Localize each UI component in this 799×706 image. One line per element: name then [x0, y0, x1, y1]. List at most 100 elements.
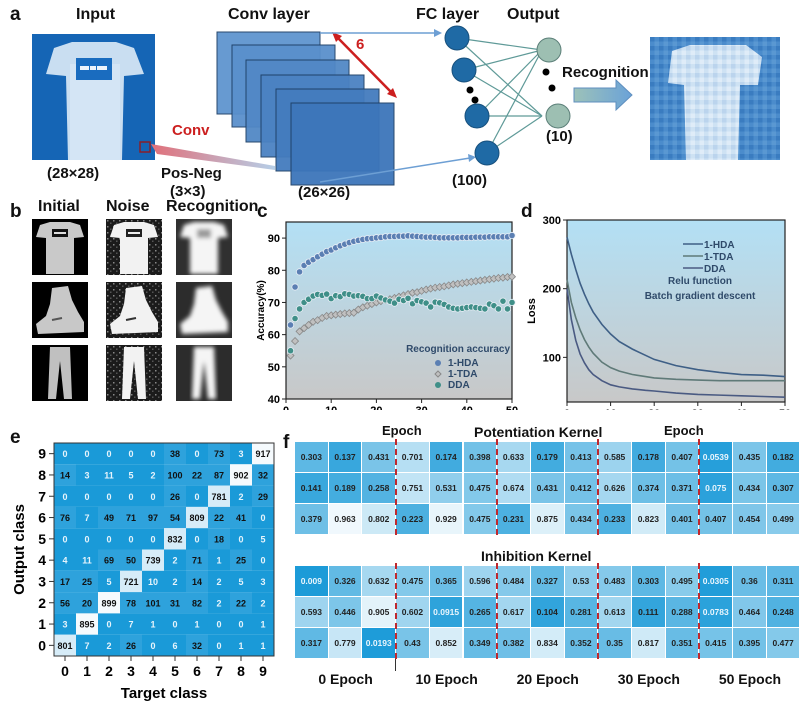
- fc-node: [464, 103, 490, 129]
- matrix-value: 0: [84, 534, 89, 544]
- recognition-tshirt-image: [176, 219, 232, 275]
- kernel-cell: 0.231: [497, 504, 531, 535]
- epoch-label: 10 Epoch: [415, 671, 478, 687]
- kernel-cell: 0.596: [463, 566, 498, 597]
- matrix-value: 71: [126, 513, 136, 523]
- matrix-cell: [230, 485, 252, 507]
- panel-b-label: b: [10, 201, 22, 222]
- loss-chart: 100 200 300 0 10 20 30 40 50 Loss 1-HDA1-TDADDARel…: [526, 215, 791, 410]
- matrix-cell: [120, 485, 142, 507]
- kernel-cell: 0.477: [766, 628, 799, 659]
- matrix-value: 10: [148, 577, 158, 587]
- kernel-cell: 0.817: [632, 628, 666, 659]
- matrix-cell: [120, 528, 142, 550]
- data-point-DDA: [422, 299, 430, 307]
- matrix-value: 5: [128, 470, 133, 480]
- kernel-cell: 0.258: [362, 473, 397, 504]
- kernel-cell: 0.852: [429, 628, 464, 659]
- x-tick-label: 3: [127, 663, 135, 679]
- matrix-cell: [54, 549, 76, 571]
- matrix-value: 4: [62, 556, 67, 566]
- matrix-value: 69: [104, 556, 114, 566]
- matrix-value: 32: [192, 641, 202, 651]
- x-tick-label: 20: [648, 408, 660, 410]
- x-tick-label: 40: [461, 405, 473, 410]
- matrix-cell: [76, 506, 98, 529]
- kernel-cell: 0.431: [530, 473, 565, 504]
- matrix-value: 1: [260, 620, 265, 630]
- noise-trouser-image: [106, 345, 162, 401]
- matrix-cell: [54, 464, 76, 486]
- y-tick-label: 3: [38, 573, 46, 589]
- matrix-value: 0: [150, 641, 155, 651]
- recognition-trouser-image: [176, 345, 232, 401]
- matrix-cell: [186, 528, 208, 550]
- matrix-value: 2: [150, 470, 155, 480]
- matrix-value: 3: [260, 577, 265, 587]
- matrix-cell: [76, 592, 98, 614]
- kernel-cell: 0.434: [564, 504, 599, 535]
- y-tick-label: 80: [268, 265, 280, 277]
- epoch-label: 0 Epoch: [318, 671, 373, 687]
- fc-node: [444, 25, 470, 51]
- input-size: (28×28): [47, 165, 100, 182]
- matrix-value: 902: [233, 470, 248, 480]
- matrix-cell: [76, 549, 98, 571]
- x-tick-label: 0: [61, 663, 69, 679]
- matrix-cell: [252, 570, 274, 593]
- kernel-cell: 0.379: [295, 504, 329, 535]
- recognition-label: Recognition: [562, 64, 649, 81]
- kernel-cell: 0.43: [396, 628, 430, 659]
- matrix-cell: [186, 570, 208, 593]
- kernel-cell: 0.111: [632, 597, 666, 628]
- matrix-value: 2: [216, 577, 221, 587]
- chart-c-xlabel: Epoch: [382, 423, 422, 438]
- kernel-cell: 0.701: [396, 442, 430, 473]
- matrix-value: 14: [192, 577, 202, 587]
- input-title: Input: [76, 6, 116, 23]
- kernel-cell: 0.626: [598, 473, 632, 504]
- matrix-value: 22: [214, 513, 224, 523]
- output-node: [545, 103, 571, 129]
- kernel-cell: 0.413: [564, 442, 599, 473]
- matrix-cell: [186, 613, 208, 635]
- matrix-value: 801: [57, 641, 72, 651]
- matrix-value: 78: [126, 598, 136, 608]
- annotation: Batch gradient descent: [645, 291, 756, 302]
- matrix-cell: [164, 570, 186, 593]
- epoch-divider: [496, 439, 499, 535]
- kernel-cell: 0.36: [733, 566, 767, 597]
- x-tick-label: 50: [506, 405, 518, 410]
- matrix-value: 1: [194, 620, 199, 630]
- matrix-cell: [230, 570, 252, 593]
- data-point-DDA: [481, 305, 489, 313]
- matrix-value: 20: [82, 598, 92, 608]
- matrix-cell: [76, 613, 98, 635]
- matrix-value: 0: [128, 534, 133, 544]
- kernel-cell: 0.233: [598, 504, 632, 535]
- matrix-cell: [98, 485, 120, 507]
- panel-a-label: a: [10, 4, 21, 25]
- matrix-cell: [142, 570, 164, 593]
- x-tick-label: 20: [370, 405, 382, 410]
- kernel-cell: 0.104: [530, 597, 565, 628]
- matrix-value: 1: [216, 556, 221, 566]
- matrix-value: 0: [216, 620, 221, 630]
- series-line-DDA: [566, 288, 786, 398]
- kernel-cell: 0.823: [632, 504, 666, 535]
- kernel-cell: 0.398: [463, 442, 498, 473]
- kernel-cell: 0.179: [530, 442, 565, 473]
- matrix-value: 0: [106, 534, 111, 544]
- epoch-label: 50 Epoch: [718, 671, 782, 687]
- matrix-cell: [142, 549, 164, 571]
- matrix-cell: [98, 634, 120, 656]
- epoch-label: 30 Epoch: [617, 671, 680, 687]
- matrix-cell: [252, 634, 274, 656]
- kernel-cell: 0.137: [328, 442, 363, 473]
- accuracy-chart: 40 50 60 70 80 90 0 10 20 30 40 50 Accuracy(%) Recogn…: [256, 221, 518, 410]
- matrix-cell: [54, 592, 76, 614]
- kernel-cell: 0.281: [564, 597, 599, 628]
- matrix-value: 895: [79, 620, 94, 630]
- x-tick-label: 0: [283, 405, 289, 410]
